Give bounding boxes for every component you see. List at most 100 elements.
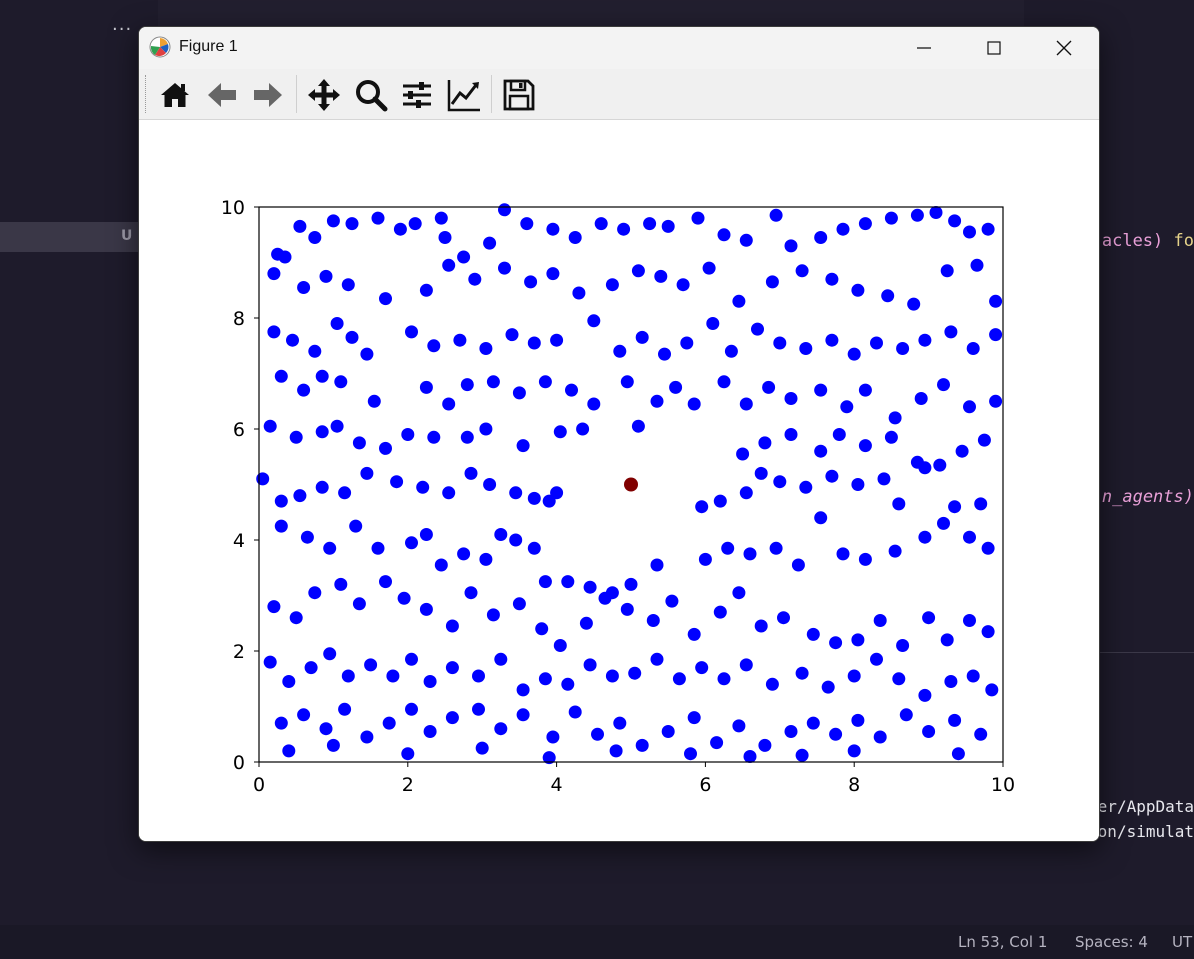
agent-point (464, 466, 478, 480)
agent-point (680, 336, 694, 350)
agent-point (472, 669, 485, 683)
agent-point (297, 383, 311, 397)
more-tabs-icon[interactable]: ... (112, 14, 133, 35)
agent-point (847, 669, 861, 683)
agent-point (870, 652, 883, 666)
agent-point (286, 333, 299, 347)
agent-point (263, 655, 277, 669)
agent-point (765, 275, 779, 289)
configure-subplots-button[interactable] (399, 77, 435, 113)
forward-button[interactable] (250, 77, 286, 113)
zoom-button[interactable] (353, 77, 389, 113)
figure-canvas[interactable]: 0 2 4 6 8 10 0 2 4 6 8 10 (139, 120, 1099, 841)
zoom-icon (356, 80, 388, 112)
toolbar-grip[interactable] (145, 75, 148, 113)
agent-point (516, 439, 530, 453)
home-button[interactable] (157, 77, 193, 113)
agent-point (319, 269, 333, 283)
sidebar-item-untracked[interactable] (0, 222, 140, 252)
agent-point (315, 425, 329, 439)
agent-point (445, 661, 459, 675)
agent-point (910, 208, 924, 222)
agent-point (825, 333, 839, 347)
agent-point (724, 344, 738, 358)
agent-point (382, 716, 396, 730)
agent-point (475, 741, 489, 755)
window-titlebar[interactable]: Figure 1 (139, 27, 1099, 69)
agent-point (289, 430, 303, 444)
agent-point (985, 683, 999, 697)
agent-point (661, 219, 675, 233)
agent-point (538, 375, 552, 389)
agent-point (825, 469, 839, 483)
agent-point (498, 261, 511, 275)
agent-point (494, 722, 508, 736)
save-button[interactable] (501, 77, 537, 113)
close-button[interactable] (1029, 27, 1099, 69)
x-tick-label: 0 (253, 774, 265, 796)
agent-point (282, 744, 296, 758)
agent-point (274, 716, 288, 730)
encoding-setting[interactable]: UT (1172, 933, 1193, 951)
agent-point (717, 375, 731, 389)
agent-point (419, 602, 433, 616)
edit-axis-button[interactable] (446, 77, 482, 113)
agent-point (739, 658, 753, 672)
agent-point (438, 231, 452, 244)
agent-point (858, 552, 872, 566)
agent-point (371, 211, 385, 225)
x-tick-label: 4 (551, 774, 563, 796)
scatter-plot[interactable]: 0 2 4 6 8 10 0 2 4 6 8 10 (139, 120, 1099, 841)
agent-point (892, 497, 906, 511)
agent-point (609, 744, 623, 758)
agent-point (323, 541, 337, 555)
agent-point (821, 680, 835, 694)
agent-point (851, 633, 865, 647)
agent-point (814, 511, 828, 525)
agent-point (516, 708, 530, 722)
agent-point (877, 472, 891, 486)
indentation-setting[interactable]: Spaces: 4 (1075, 933, 1148, 951)
agent-point (379, 575, 392, 589)
agent-point (870, 336, 883, 350)
agent-point (524, 275, 538, 289)
agent-point (851, 478, 865, 491)
agent-point (963, 225, 976, 239)
back-button[interactable] (204, 77, 240, 113)
agent-point (483, 236, 497, 250)
cursor-position[interactable]: Ln 53, Col 1 (958, 933, 1048, 951)
agent-point (330, 419, 344, 433)
agent-point (297, 281, 311, 294)
agent-point (806, 716, 820, 730)
agent-point (918, 688, 932, 702)
agent-point (858, 383, 872, 397)
agent-point (665, 594, 679, 608)
agent-point (899, 708, 913, 722)
agent-point (784, 725, 798, 738)
agent-point (334, 375, 348, 389)
agent-point (297, 708, 311, 722)
maximize-button[interactable] (959, 27, 1029, 69)
agent-point (334, 577, 348, 591)
minimize-button[interactable] (889, 27, 959, 69)
agent-point (457, 547, 471, 561)
agent-point (888, 544, 902, 558)
agent-point (918, 333, 932, 347)
agent-point (676, 278, 690, 292)
agent-point (308, 344, 322, 358)
agent-point (732, 719, 746, 733)
agent-point (464, 586, 478, 600)
agent-point (587, 397, 601, 411)
agent-point (829, 727, 843, 741)
pan-button[interactable] (306, 77, 342, 113)
agent-point (784, 239, 798, 253)
y-tick-label: 10 (221, 197, 245, 219)
agent-point (434, 211, 448, 225)
agent-point (762, 380, 776, 394)
agent-point (486, 608, 500, 622)
agent-point (479, 552, 493, 566)
agent-point (806, 627, 820, 641)
agent-point (650, 558, 664, 572)
agent-point (896, 639, 910, 652)
agent-point (937, 378, 950, 392)
